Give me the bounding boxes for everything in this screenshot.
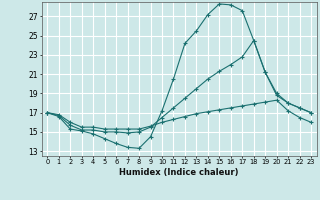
X-axis label: Humidex (Indice chaleur): Humidex (Indice chaleur) [119, 168, 239, 177]
